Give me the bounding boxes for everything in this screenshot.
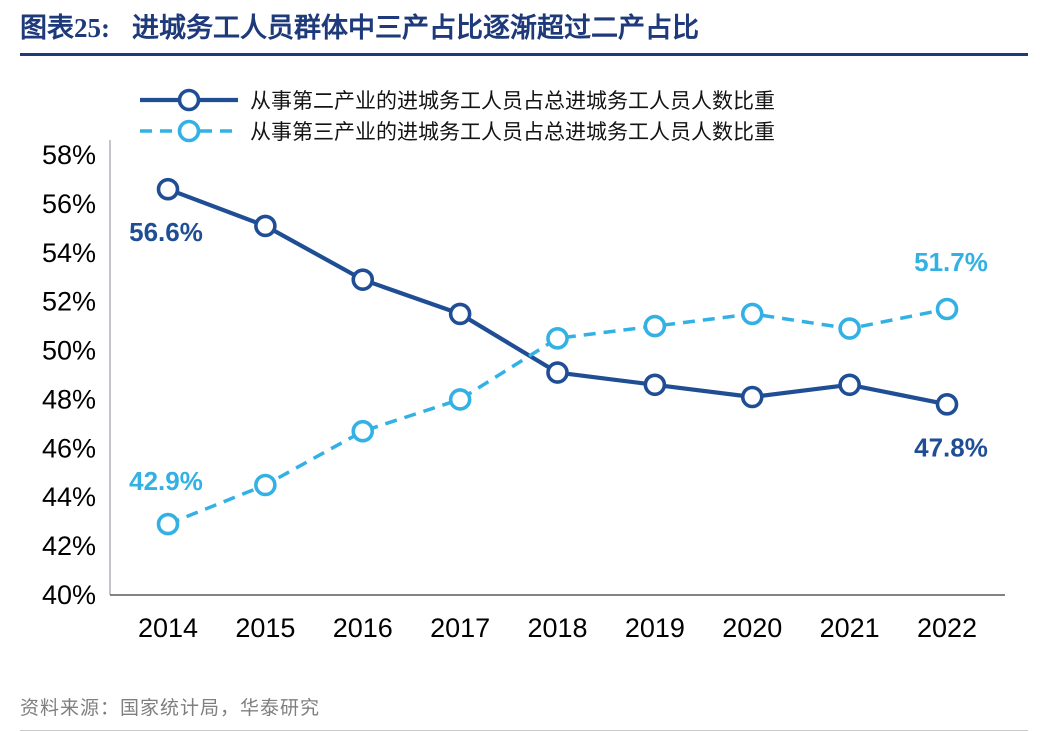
x-tick-label: 2020 xyxy=(722,613,782,643)
y-tick-label: 50% xyxy=(42,336,96,366)
y-tick-label: 58% xyxy=(42,140,96,170)
figure-number: 图表25: xyxy=(20,13,110,43)
figure-source: 资料来源：国家统计局，华泰研究 xyxy=(20,689,1028,731)
y-tick-label: 54% xyxy=(42,238,96,268)
data-point-marker xyxy=(838,373,861,397)
figure-title: 图表25: 进城务工人员群体中三产占比逐渐超过二产占比 xyxy=(20,10,1028,46)
x-tick-label: 2016 xyxy=(333,613,393,643)
y-tick-label: 52% xyxy=(42,287,96,317)
data-point-marker xyxy=(643,314,667,338)
figure-header: 图表25: 进城务工人员群体中三产占比逐渐超过二产占比 xyxy=(20,10,1028,56)
legend-marker xyxy=(177,88,201,112)
legend-marker xyxy=(177,119,201,143)
data-label: 42.9% xyxy=(129,466,203,496)
y-tick-label: 46% xyxy=(42,433,96,463)
data-point-marker xyxy=(448,388,472,411)
figure-title-text: 进城务工人员群体中三产占比逐渐超过二产占比 xyxy=(132,13,699,43)
data-point-marker xyxy=(838,317,861,340)
x-tick-label: 2022 xyxy=(917,613,977,643)
data-point-marker xyxy=(643,373,667,397)
series-line xyxy=(167,307,948,526)
x-tick-label: 2019 xyxy=(625,613,685,643)
data-point-marker xyxy=(546,361,569,384)
y-tick-label: 56% xyxy=(42,189,96,219)
data-label: 51.7% xyxy=(914,247,988,277)
data-point-marker xyxy=(351,419,375,443)
data-point-marker xyxy=(156,177,180,201)
x-tick-label: 2017 xyxy=(430,613,490,643)
data-label: 56.6% xyxy=(129,217,203,247)
legend-label: 从事第二产业的进城务工人员占总进城务工人员人数比重 xyxy=(250,89,775,113)
y-tick-label: 48% xyxy=(42,384,96,414)
chart-canvas: 58% 56% 54% 52% 50% 48% 46% 44% 42% 40% 2014 2015 20… xyxy=(42,88,1005,643)
source-text: 资料来源：国家统计局，华泰研究 xyxy=(20,698,321,719)
x-tick-label: 2014 xyxy=(138,613,198,643)
data-point-marker xyxy=(935,297,959,321)
data-point-marker xyxy=(740,385,764,409)
y-tick-label: 40% xyxy=(42,580,96,610)
legend-label: 从事第三产业的进城务工人员占总进城务工人员人数比重 xyxy=(250,120,775,144)
y-tick-label: 42% xyxy=(42,531,96,561)
data-point-marker xyxy=(254,473,277,497)
data-point-marker xyxy=(740,302,764,326)
x-tick-label: 2015 xyxy=(235,613,295,643)
line-chart: 58% 56% 54% 52% 50% 48% 46% 44% 42% 40% 2014 2015 20… xyxy=(20,80,1028,685)
x-tick-label: 2021 xyxy=(820,613,880,643)
x-tick-label: 2018 xyxy=(527,613,587,643)
data-point-marker xyxy=(546,327,569,350)
data-point-marker xyxy=(448,302,472,326)
data-point-marker xyxy=(156,512,180,536)
data-point-marker xyxy=(351,268,375,291)
data-point-marker xyxy=(935,393,959,416)
data-point-marker xyxy=(254,214,277,238)
data-label: 47.8% xyxy=(914,432,988,462)
y-tick-label: 44% xyxy=(42,482,96,512)
